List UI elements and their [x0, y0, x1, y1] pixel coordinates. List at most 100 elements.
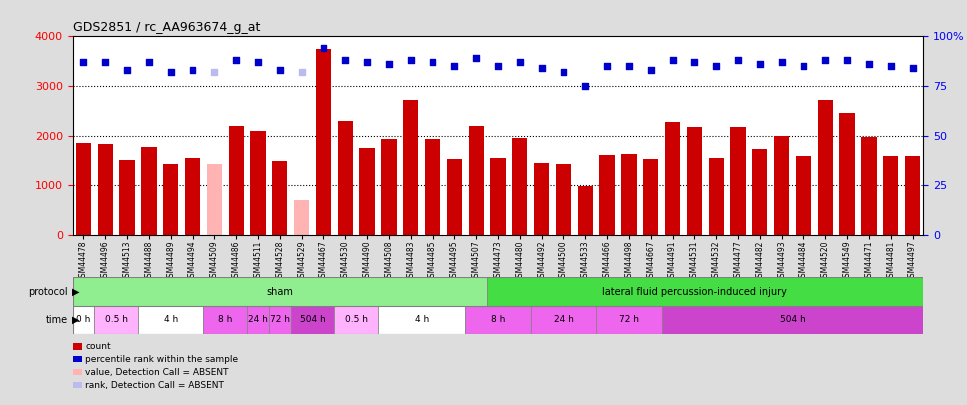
Text: 4 h: 4 h: [415, 315, 428, 324]
Text: protocol: protocol: [28, 287, 68, 296]
Bar: [487, 277, 923, 306]
Point: [752, 61, 768, 68]
Text: 504 h: 504 h: [300, 315, 326, 324]
Bar: [469, 126, 484, 235]
Bar: [269, 306, 291, 334]
Text: count: count: [85, 342, 110, 351]
Point: [577, 83, 593, 90]
Bar: [73, 277, 487, 306]
Bar: [360, 147, 375, 235]
Bar: [335, 306, 378, 334]
Bar: [425, 139, 440, 235]
Bar: [465, 306, 531, 334]
Bar: [883, 156, 898, 235]
Text: time: time: [45, 315, 68, 325]
Point: [163, 69, 179, 75]
Bar: [709, 158, 724, 235]
Point: [883, 63, 898, 70]
Bar: [447, 160, 462, 235]
Point: [98, 59, 113, 66]
Bar: [141, 147, 157, 235]
Bar: [378, 306, 465, 334]
Point: [730, 57, 746, 64]
Text: 8 h: 8 h: [219, 315, 232, 324]
Bar: [203, 306, 248, 334]
Point: [315, 45, 331, 51]
Point: [228, 57, 244, 64]
Bar: [185, 158, 200, 235]
Bar: [534, 164, 549, 235]
Bar: [661, 306, 923, 334]
Point: [862, 61, 877, 68]
Text: 0.5 h: 0.5 h: [344, 315, 367, 324]
Bar: [597, 306, 661, 334]
Bar: [621, 153, 636, 235]
Bar: [163, 164, 178, 235]
Text: value, Detection Call = ABSENT: value, Detection Call = ABSENT: [85, 368, 228, 377]
Point: [185, 67, 200, 73]
Bar: [294, 200, 309, 235]
Text: rank, Detection Call = ABSENT: rank, Detection Call = ABSENT: [85, 381, 224, 390]
Bar: [291, 306, 335, 334]
Point: [774, 59, 789, 66]
Point: [360, 59, 375, 66]
Bar: [337, 121, 353, 235]
Bar: [381, 139, 396, 235]
Text: lateral fluid percussion-induced injury: lateral fluid percussion-induced injury: [601, 287, 787, 296]
Text: 504 h: 504 h: [779, 315, 806, 324]
Point: [643, 67, 659, 73]
Bar: [862, 137, 876, 235]
Bar: [905, 156, 921, 235]
Bar: [403, 100, 419, 235]
Point: [337, 57, 353, 64]
Bar: [531, 306, 597, 334]
Point: [490, 63, 506, 70]
Text: 24 h: 24 h: [553, 315, 573, 324]
Point: [796, 63, 811, 70]
Text: 0 h: 0 h: [76, 315, 91, 324]
Bar: [272, 162, 287, 235]
Point: [556, 69, 571, 75]
Text: 4 h: 4 h: [163, 315, 178, 324]
Bar: [556, 164, 571, 235]
Point: [207, 69, 222, 75]
Point: [468, 55, 484, 62]
Bar: [248, 306, 269, 334]
Point: [709, 63, 724, 70]
Point: [75, 59, 91, 66]
Point: [534, 65, 549, 71]
Point: [119, 67, 134, 73]
Point: [403, 57, 419, 64]
Bar: [600, 155, 615, 235]
Bar: [120, 160, 134, 235]
Bar: [774, 136, 789, 235]
Text: 8 h: 8 h: [491, 315, 505, 324]
Bar: [643, 159, 659, 235]
Point: [250, 59, 266, 66]
Bar: [75, 143, 91, 235]
Point: [600, 63, 615, 70]
Point: [294, 69, 309, 75]
Point: [272, 67, 287, 73]
Text: 24 h: 24 h: [249, 315, 268, 324]
Point: [687, 59, 702, 66]
Bar: [98, 144, 113, 235]
Bar: [796, 156, 811, 235]
Bar: [73, 306, 95, 334]
Text: GDS2851 / rc_AA963674_g_at: GDS2851 / rc_AA963674_g_at: [73, 21, 260, 34]
Point: [665, 57, 681, 64]
Text: ▶: ▶: [72, 315, 79, 325]
Point: [817, 57, 833, 64]
Text: percentile rank within the sample: percentile rank within the sample: [85, 355, 238, 364]
Bar: [513, 138, 527, 235]
Bar: [577, 186, 593, 235]
Point: [839, 57, 855, 64]
Text: sham: sham: [266, 287, 293, 296]
Point: [141, 59, 157, 66]
Bar: [316, 49, 331, 235]
Bar: [818, 100, 833, 235]
Point: [381, 61, 396, 68]
Bar: [687, 127, 702, 235]
Point: [621, 63, 636, 70]
Bar: [95, 306, 138, 334]
